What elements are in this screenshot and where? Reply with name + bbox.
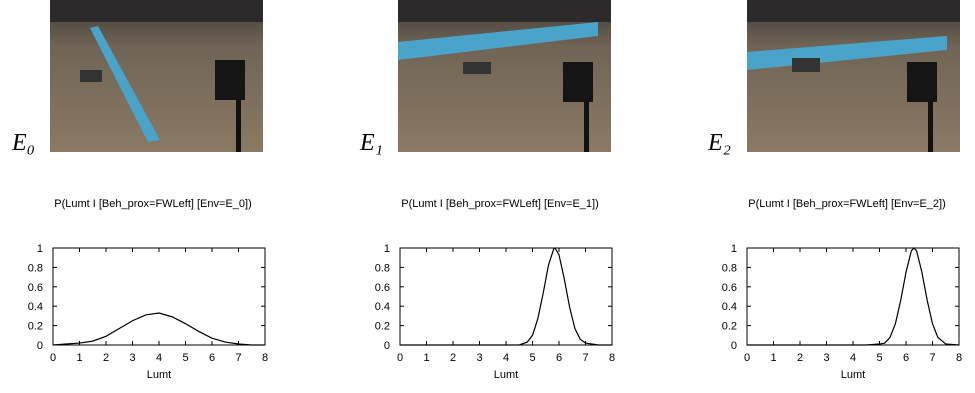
x-tick-label: 8	[956, 352, 962, 364]
y-tick-label: 0.4	[722, 301, 737, 313]
x-tick-label: 0	[50, 352, 56, 364]
y-tick-label: 0	[37, 340, 43, 352]
x-tick-label: 0	[397, 352, 403, 364]
y-tick-label: 1	[384, 243, 390, 255]
x-tick-label: 8	[609, 352, 615, 364]
x-tick-label: 2	[103, 352, 109, 364]
y-tick-label: 0	[731, 340, 737, 352]
chart-title: P(Lumt I [Beh_prox=FWLeft] [Env=E_1])	[401, 198, 598, 210]
x-tick-label: 3	[823, 352, 829, 364]
chart-title: P(Lumt I [Beh_prox=FWLeft] [Env=E_2])	[748, 198, 945, 210]
photo	[50, 0, 263, 152]
y-tick-label: 0.8	[375, 262, 390, 274]
y-tick-label: 0.4	[28, 301, 43, 313]
plot-frame	[399, 247, 613, 346]
x-tick-label: 8	[262, 352, 268, 364]
y-tick-label: 0.8	[722, 262, 737, 274]
y-tick-label: 0.4	[375, 301, 390, 313]
x-tick-label: 5	[529, 352, 535, 364]
chart-title: P(Lumt I [Beh_prox=FWLeft] [Env=E_0])	[54, 198, 251, 210]
x-tick-label: 1	[770, 352, 776, 364]
y-tick-label: 0.6	[375, 282, 390, 294]
image-label: E₁	[359, 130, 383, 156]
y-tick-label: 0.8	[28, 262, 43, 274]
plot-frame	[52, 247, 266, 346]
image-label: E₀	[11, 130, 35, 156]
photos	[50, 0, 960, 152]
x-tick-label: 2	[450, 352, 456, 364]
photo	[398, 0, 611, 152]
x-tick-label: 4	[156, 352, 162, 364]
x-axis-label: Lumt	[494, 369, 518, 381]
x-tick-label: 6	[209, 352, 215, 364]
x-tick-label: 4	[850, 352, 856, 364]
x-tick-label: 6	[903, 352, 909, 364]
image-label: E₂	[707, 130, 731, 156]
curve	[400, 247, 612, 346]
y-tick-label: 0.6	[722, 282, 737, 294]
y-tick-label: 0.2	[375, 321, 390, 333]
y-tick-label: 1	[37, 243, 43, 255]
x-tick-label: 5	[182, 352, 188, 364]
x-tick-label: 4	[503, 352, 509, 364]
x-tick-label: 7	[235, 352, 241, 364]
x-tick-label: 7	[929, 352, 935, 364]
x-tick-label: 3	[476, 352, 482, 364]
x-tick-label: 1	[76, 352, 82, 364]
y-tick-label: 0.2	[28, 321, 43, 333]
y-tick-label: 0.2	[722, 321, 737, 333]
x-tick-label: 3	[129, 352, 135, 364]
x-tick-label: 1	[423, 352, 429, 364]
x-tick-label: 0	[744, 352, 750, 364]
x-tick-label: 2	[797, 352, 803, 364]
x-tick-label: 5	[876, 352, 882, 364]
x-axis-label: Lumt	[841, 369, 865, 381]
photo	[747, 0, 960, 152]
y-tick-label: 1	[731, 243, 737, 255]
y-tick-label: 0	[384, 340, 390, 352]
y-tick-label: 0.6	[28, 282, 43, 294]
x-axis-label: Lumt	[147, 369, 171, 381]
plot-frame	[746, 247, 960, 346]
curve	[52, 312, 265, 346]
x-tick-label: 7	[582, 352, 588, 364]
curve	[747, 247, 960, 346]
x-tick-label: 6	[556, 352, 562, 364]
